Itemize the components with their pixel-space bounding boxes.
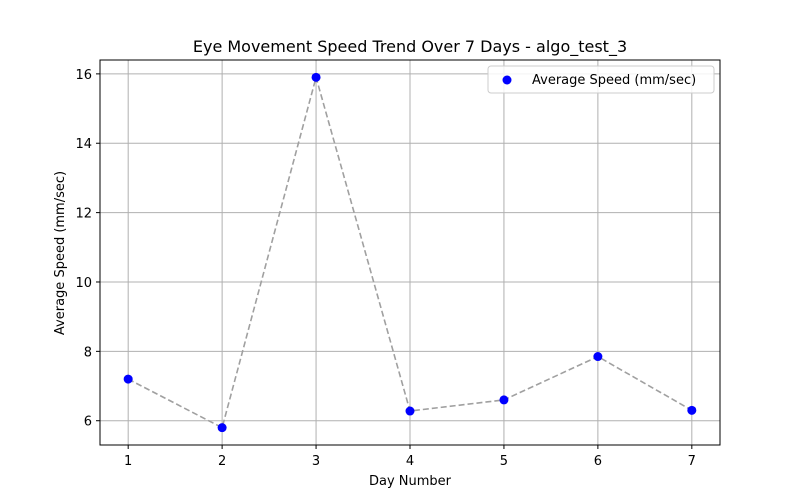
y-tick-label: 8: [84, 345, 92, 360]
x-tick-label: 7: [688, 454, 696, 469]
y-tick-label: 12: [75, 207, 92, 222]
legend: Average Speed (mm/sec): [487, 65, 715, 94]
legend-label: Average Speed (mm/sec): [532, 73, 696, 88]
y-tick-label: 16: [75, 68, 92, 83]
data-point: [499, 395, 509, 405]
data-point: [593, 352, 603, 362]
data-point: [123, 374, 133, 384]
x-tick-label: 4: [406, 454, 414, 469]
x-tick-label: 6: [594, 454, 602, 469]
y-axis-ticks: 6 8 10 12 14 16: [75, 68, 100, 430]
x-tick-label: 1: [124, 454, 132, 469]
chart-title: Eye Movement Speed Trend Over 7 Days - a…: [193, 37, 627, 57]
legend-marker: [502, 75, 512, 85]
data-point: [405, 406, 415, 416]
data-point: [687, 405, 697, 415]
x-axis-ticks: 1 2 3 4 5 6 7: [124, 445, 696, 469]
data-point: [217, 423, 227, 433]
y-axis-label: Average Speed (mm/sec): [53, 171, 68, 335]
grid: [100, 60, 720, 445]
y-tick-label: 6: [84, 415, 92, 430]
data-point: [311, 72, 321, 82]
y-tick-label: 14: [75, 137, 92, 152]
legend-box: [487, 65, 715, 94]
data-points-layer: [123, 72, 697, 433]
x-tick-label: 3: [312, 454, 320, 469]
x-axis-label: Day Number: [369, 474, 452, 489]
y-tick-label: 10: [75, 276, 92, 291]
x-tick-label: 5: [500, 454, 508, 469]
x-tick-label: 2: [218, 454, 226, 469]
